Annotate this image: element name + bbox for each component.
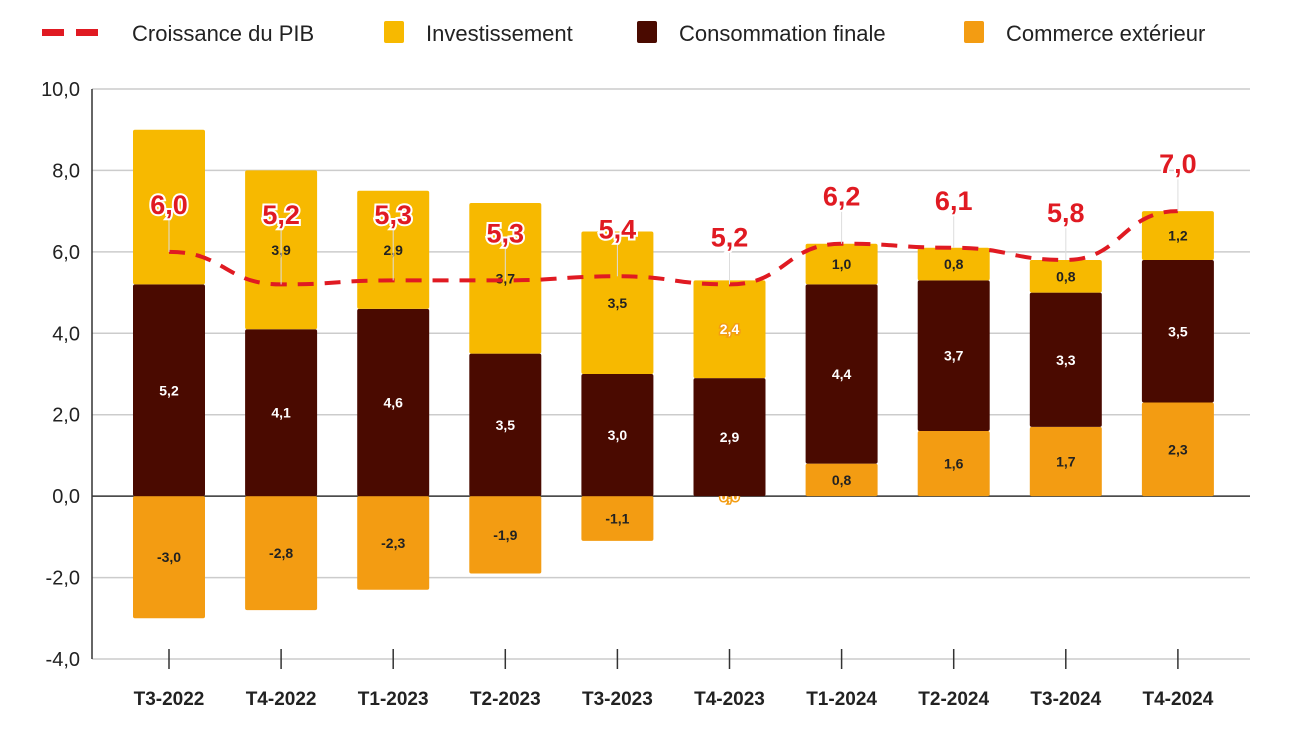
x-tick-label: T1-2023 — [358, 689, 429, 710]
y-tick-label: 6,0 — [52, 242, 80, 264]
data-label: 3,0 — [608, 427, 628, 443]
data-label: -3,0 — [157, 549, 181, 565]
bar-investissement — [1029, 260, 1102, 293]
data-label: 5,2 — [159, 382, 179, 398]
legend-swatch — [637, 21, 657, 43]
bar-consommation-finale — [1141, 260, 1214, 403]
x-tick-label: T2-2023 — [470, 689, 541, 710]
y-tick-label: 4,0 — [52, 323, 80, 345]
data-label: 0,8 — [944, 256, 964, 272]
data-label: -2,8 — [269, 545, 293, 561]
gdp-label: 5,3 — [374, 200, 412, 230]
x-tick-label: T2-2024 — [918, 689, 989, 710]
y-tick-label: 8,0 — [52, 160, 80, 182]
x-tick-label: T3-2022 — [134, 689, 205, 710]
bar-consommation-finale — [245, 329, 318, 497]
x-tick-label: T4-2022 — [246, 689, 317, 710]
legend-label: Commerce extérieur — [1006, 21, 1205, 46]
legend-dash-icon — [76, 29, 98, 36]
data-label: 2,9 — [720, 429, 740, 445]
gdp-label: 5,3 — [487, 218, 525, 248]
bar-consommation-finale — [133, 284, 205, 497]
gdp-label: 6,2 — [823, 182, 861, 212]
bar-consommation-finale — [357, 308, 430, 497]
data-label: 2,4 — [720, 321, 740, 337]
data-label: 1,7 — [1056, 454, 1076, 470]
data-label: 4,4 — [832, 366, 852, 382]
bar-consommation-finale — [805, 284, 878, 464]
data-label: 4,6 — [383, 395, 403, 411]
y-tick-label: -4,0 — [46, 649, 80, 671]
gdp-label: 7,0 — [1159, 149, 1197, 179]
data-label: 4,1 — [271, 405, 291, 421]
data-label: 0,8 — [1056, 268, 1076, 284]
x-tick-label: T3-2023 — [582, 689, 653, 710]
gdp-label: 5,2 — [711, 222, 749, 252]
bar-commerce-extérieur — [469, 496, 542, 574]
bar-commerce-extérieur — [1029, 426, 1102, 497]
x-tick-label: T4-2024 — [1143, 689, 1214, 710]
gdp-label: 6,1 — [935, 186, 973, 216]
legend-swatch — [964, 21, 984, 43]
legend-label: Croissance du PIB — [132, 21, 314, 46]
bar-consommation-finale — [1029, 292, 1102, 427]
data-label: 3,3 — [1056, 352, 1076, 368]
gdp-label: 5,8 — [1047, 198, 1085, 228]
y-tick-label: 10,0 — [41, 79, 80, 101]
gdp-label: 5,4 — [599, 214, 637, 244]
bar-investissement — [693, 280, 766, 379]
gdp-label: 6,0 — [150, 190, 188, 220]
bar-consommation-finale — [917, 280, 990, 431]
y-tick-label: 0,0 — [52, 486, 80, 508]
data-label: 3,5 — [496, 417, 516, 433]
gdp-growth-line — [168, 209, 1178, 287]
x-tick-label: T3-2024 — [1030, 689, 1101, 710]
bar-commerce-extérieur — [1141, 402, 1214, 497]
bar-investissement — [133, 129, 205, 285]
data-label: 0,8 — [832, 472, 852, 488]
data-label: 3,5 — [1168, 323, 1188, 339]
bar-commerce-extérieur — [581, 496, 654, 541]
bar-consommation-finale — [581, 374, 654, 497]
bar-commerce-extérieur — [245, 496, 318, 611]
bar-consommation-finale — [469, 353, 542, 497]
data-label: 1,2 — [1168, 228, 1188, 244]
bar-investissement — [917, 247, 990, 281]
data-label: 1,6 — [944, 456, 964, 472]
data-label: 2,3 — [1168, 441, 1188, 457]
y-tick-label: -2,0 — [46, 568, 80, 590]
data-label: 1,0 — [832, 256, 852, 272]
x-tick-label: T4-2023 — [694, 689, 765, 710]
bar-investissement — [805, 243, 878, 285]
data-label: 3,7 — [944, 348, 964, 364]
data-label: -2,3 — [381, 535, 405, 551]
legend-label: Investissement — [426, 21, 573, 46]
gdp-label: 5,2 — [262, 200, 300, 230]
legend-dash-icon — [42, 29, 64, 36]
bar-consommation-finale — [693, 378, 766, 497]
data-label: 3,5 — [608, 295, 628, 311]
y-tick-label: 2,0 — [52, 405, 80, 427]
data-label: -1,1 — [605, 511, 629, 527]
x-tick-label: T1-2024 — [806, 689, 877, 710]
bar-commerce-extérieur — [917, 431, 990, 497]
data-label: -1,9 — [493, 527, 517, 543]
bar-commerce-extérieur — [357, 496, 430, 590]
bar-investissement — [1141, 211, 1214, 260]
legend-swatch — [384, 21, 404, 43]
legend-label: Consommation finale — [679, 21, 886, 46]
bar-commerce-extérieur — [133, 496, 205, 619]
bar-investissement — [581, 231, 654, 374]
bar-commerce-extérieur — [805, 463, 878, 497]
